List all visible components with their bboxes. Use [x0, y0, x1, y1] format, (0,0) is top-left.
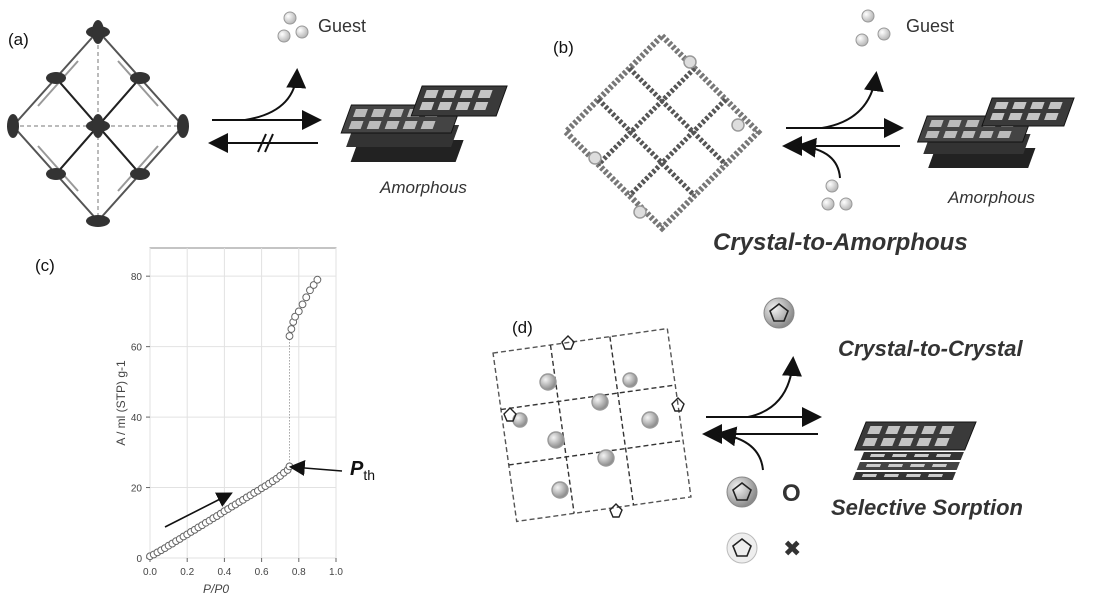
accepted-mark: O: [782, 480, 801, 507]
panel-b-equilibrium-arrows: [782, 71, 904, 179]
panel-a-framework: [7, 20, 189, 227]
panel-c-isotherm-chart: 0.0 0.2 0.4 0.6 0.8 1.0 0 20 40 60 80 P/P0 A / ml (S…: [114, 247, 343, 596]
y-tick-label: 40: [131, 413, 143, 424]
panel-b-guest-balls-in: [821, 179, 853, 211]
y-tick-label: 20: [131, 484, 143, 495]
data-point: [294, 307, 303, 316]
panel-d-crystal-title: Crystal-to-Crystal: [838, 336, 1023, 361]
panel-a-guest-label: Guest: [318, 16, 367, 36]
panel-b-title: Crystal-to-Amorphous: [713, 229, 968, 256]
x-tick-label: 0.4: [217, 567, 231, 578]
data-point: [306, 286, 314, 295]
panel-d-selective-label: Selective Sorption: [831, 495, 1023, 520]
data-point: [287, 325, 296, 333]
y-tick-label: 60: [131, 343, 143, 354]
cyclopentane-accepted-icon: [726, 476, 758, 508]
panel-a-label: (a): [8, 30, 29, 49]
panel-a-amorphous-stack: [340, 85, 508, 162]
panel-b-amorphous-stack: [916, 97, 1075, 168]
panel-a-equilibrium-arrows: [208, 68, 322, 153]
x-tick-label: 0.0: [143, 567, 157, 578]
data-point: [302, 293, 311, 302]
y-axis-label: A / ml (STP) g-1: [114, 360, 128, 446]
pth-sub: th: [363, 467, 376, 483]
data-point: [298, 300, 307, 309]
rejected-mark: ✖: [783, 536, 802, 561]
data-point: [309, 281, 318, 289]
panel-a-guest-balls: [277, 11, 309, 43]
data-point: [313, 275, 322, 284]
panel-b-amorphous-label: Amorphous: [948, 188, 1035, 207]
panel-b-label: (b): [553, 38, 574, 57]
x-axis-label: P/P0: [203, 582, 229, 596]
y-tick-label: 80: [131, 272, 143, 283]
x-tick-label: 0.2: [180, 567, 194, 578]
panel-d-label: (d): [512, 318, 533, 337]
pth-main: P: [350, 458, 364, 480]
panel-d-crystal-stack: [852, 421, 977, 480]
x-tick-label: 1.0: [329, 567, 343, 578]
panel-b-framework: [561, 31, 763, 233]
cyclopentane-out-icon: [763, 297, 795, 329]
adsorption-trend-arrow: [164, 492, 233, 528]
data-point: [285, 462, 294, 471]
panel-d-equilibrium-arrows: [702, 356, 822, 471]
panel-a-amorphous-label: Amorphous: [380, 178, 467, 197]
x-tick-label: 0.6: [255, 567, 269, 578]
y-tick-label: 0: [136, 554, 142, 565]
data-point: [291, 312, 299, 321]
data-point: [285, 332, 294, 340]
panel-d-framework: [492, 327, 692, 523]
cyclopentane-rejected-icon: [726, 532, 758, 564]
x-tick-label: 0.8: [292, 567, 306, 578]
panel-b-guest-label: Guest: [906, 16, 955, 36]
panel-b-guest-balls-out: [855, 9, 891, 47]
panel-c-label: (c): [35, 256, 55, 275]
pth-pointer-arrow: [288, 460, 343, 476]
pth-annotation: Pth: [350, 458, 375, 483]
